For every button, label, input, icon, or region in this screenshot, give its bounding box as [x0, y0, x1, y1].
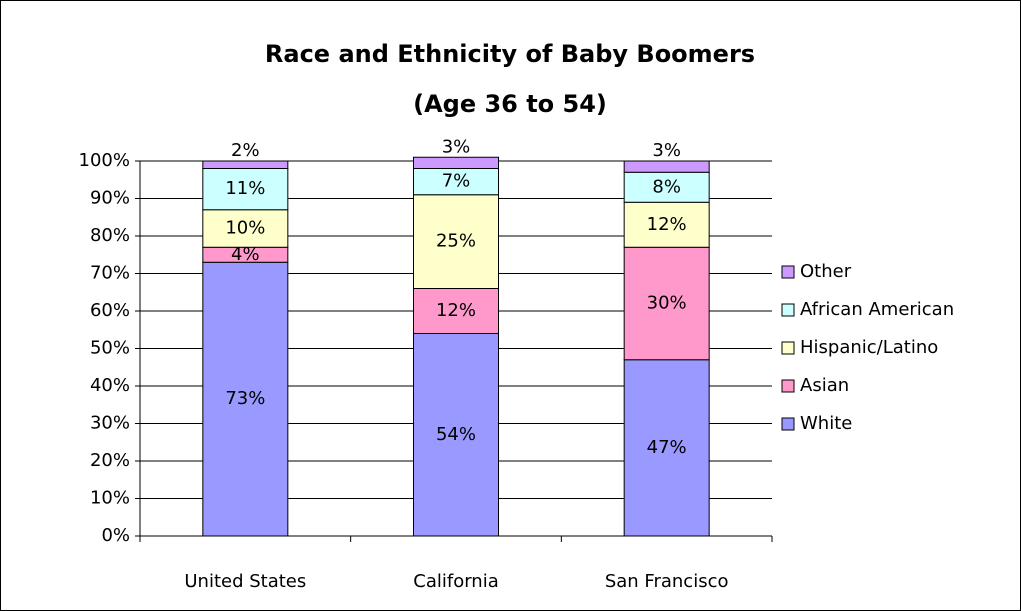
y-tick-label: 0% [101, 525, 130, 546]
y-tick-label: 50% [90, 338, 130, 359]
bar-segment [413, 194, 499, 289]
data-label: 3% [652, 140, 681, 161]
bar-segment [202, 261, 289, 537]
data-label: 8% [652, 176, 681, 197]
data-label: 54% [436, 424, 476, 445]
data-label: 4% [231, 244, 260, 265]
chart-subtitle: (Age 36 to 54) [413, 90, 607, 118]
data-label: 30% [647, 293, 687, 314]
data-label: 10% [225, 218, 265, 239]
data-label: 3% [442, 136, 471, 157]
legend-label: Asian [800, 375, 849, 396]
bar-segment [202, 160, 289, 169]
bar-segment [623, 201, 710, 248]
legend-label: Other [800, 261, 852, 282]
bar-segment [413, 156, 499, 169]
y-tick-label: 40% [90, 375, 130, 396]
x-tick-label: San Francisco [605, 571, 729, 592]
data-label: 25% [436, 231, 476, 252]
y-tick-label: 10% [90, 488, 130, 509]
data-label: 12% [647, 214, 687, 235]
data-label: 7% [442, 171, 471, 192]
data-label: 11% [225, 178, 265, 199]
bar-segment [413, 288, 499, 334]
y-tick-label: 30% [90, 413, 130, 434]
bar-segment [413, 168, 499, 196]
y-tick-label: 100% [79, 150, 130, 171]
chart-title: Race and Ethnicity of Baby Boomers [265, 40, 755, 68]
data-label: 47% [647, 437, 687, 458]
legend-swatch [781, 417, 795, 431]
data-label: 12% [436, 300, 476, 321]
y-tick-label: 60% [90, 300, 130, 321]
legend-label: White [800, 413, 852, 434]
legend-swatch [781, 341, 795, 355]
bar-segment [623, 246, 710, 361]
y-tick-label: 80% [90, 225, 130, 246]
bar-segment [413, 333, 499, 537]
y-tick-label: 90% [90, 188, 130, 209]
y-tick-label: 70% [90, 263, 130, 284]
bar-segment [623, 160, 710, 173]
legend-label: African American [800, 299, 954, 320]
data-label: 2% [231, 140, 260, 161]
legend-swatch [781, 265, 795, 279]
data-label: 73% [225, 388, 265, 409]
y-tick-label: 20% [90, 450, 130, 471]
x-tick-label: California [413, 571, 498, 592]
legend-swatch [781, 303, 795, 317]
legend-swatch [781, 379, 795, 393]
legend-label: Hispanic/Latino [800, 337, 938, 358]
bar-segment [202, 168, 289, 211]
x-tick-label: United States [184, 571, 306, 592]
